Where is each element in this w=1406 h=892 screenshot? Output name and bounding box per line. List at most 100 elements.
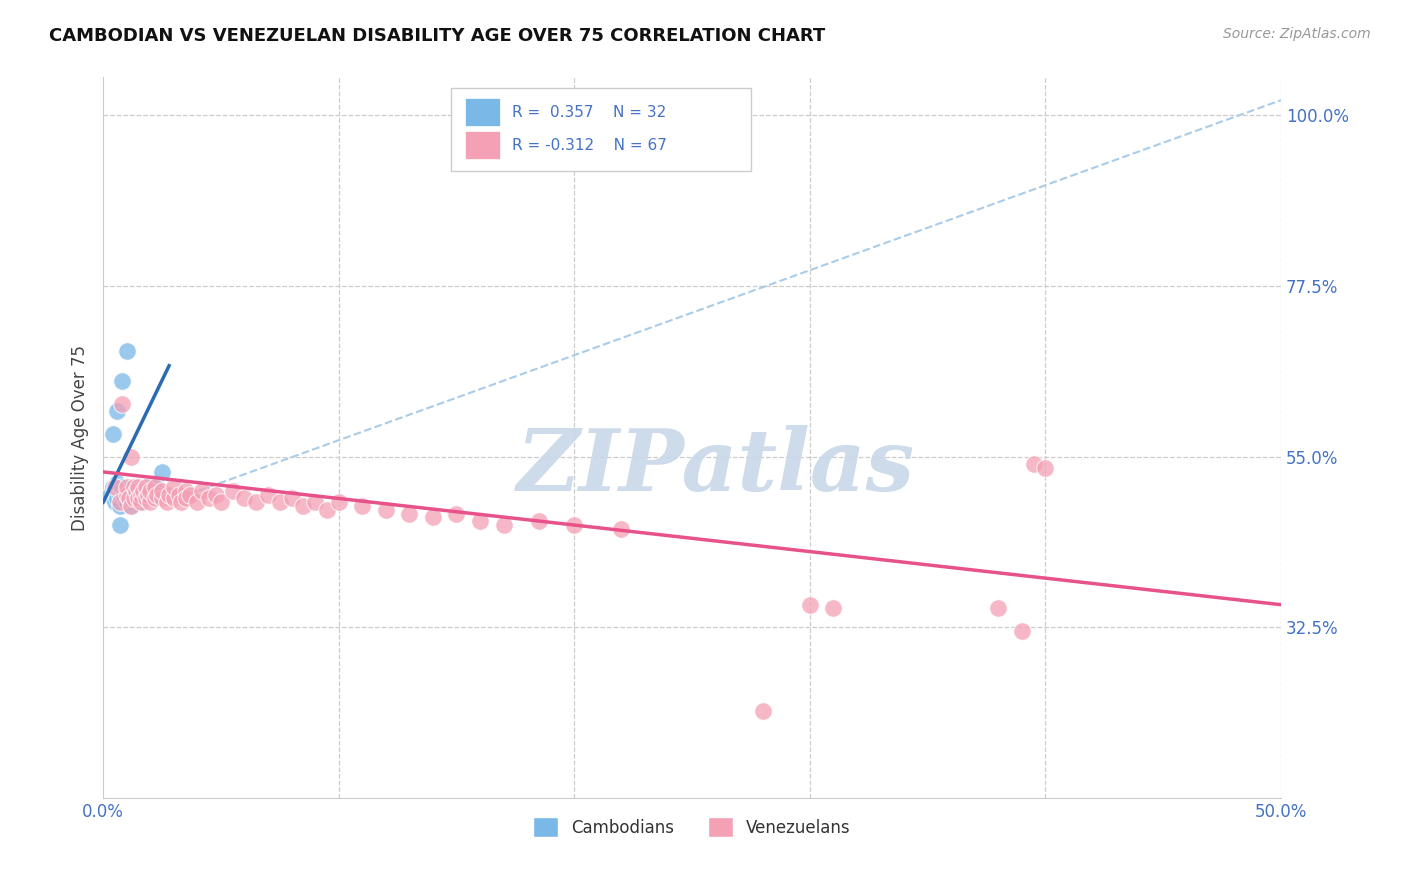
Point: [422, 510, 444, 524]
Point: [163, 480, 186, 494]
Point: [98, 488, 121, 502]
Point: [398, 507, 420, 521]
Point: [115, 480, 138, 494]
Point: [292, 499, 315, 513]
Point: [101, 427, 124, 442]
Point: [150, 465, 173, 479]
Point: [115, 488, 138, 502]
Point: [139, 495, 162, 509]
Point: [129, 488, 152, 502]
Point: [492, 518, 515, 533]
Point: [118, 491, 141, 506]
Point: [139, 483, 162, 498]
Point: [127, 491, 149, 506]
Point: [468, 514, 491, 528]
Point: [105, 491, 128, 506]
Point: [269, 495, 291, 509]
Point: [143, 476, 166, 491]
Point: [280, 491, 302, 506]
Point: [104, 480, 127, 494]
Point: [146, 488, 169, 502]
Point: [205, 488, 228, 502]
Point: [129, 488, 152, 502]
Point: [316, 503, 339, 517]
Point: [174, 483, 197, 498]
Point: [135, 480, 157, 494]
Point: [108, 499, 131, 513]
Point: [105, 404, 128, 418]
Point: [111, 483, 134, 498]
Text: ZIPatlas: ZIPatlas: [516, 425, 915, 508]
Point: [352, 499, 374, 513]
FancyBboxPatch shape: [450, 88, 751, 171]
Point: [150, 491, 173, 506]
Point: [115, 343, 138, 358]
Point: [150, 483, 173, 498]
Point: [257, 488, 280, 502]
Point: [118, 488, 141, 502]
Point: [136, 488, 159, 502]
Point: [111, 374, 134, 388]
Bar: [465, 98, 501, 126]
Point: [987, 601, 1010, 615]
Point: [174, 491, 197, 506]
Point: [304, 495, 326, 509]
Text: R = -0.312    N = 67: R = -0.312 N = 67: [512, 137, 666, 153]
Point: [104, 483, 127, 498]
Bar: [465, 131, 501, 159]
Point: [101, 480, 124, 494]
Point: [143, 480, 166, 494]
Point: [157, 488, 180, 502]
Point: [1022, 458, 1045, 472]
Point: [120, 480, 142, 494]
Point: [610, 522, 633, 536]
Point: [115, 483, 138, 498]
Point: [120, 499, 142, 513]
Point: [111, 480, 134, 494]
Point: [120, 450, 142, 464]
Point: [115, 495, 138, 509]
Point: [127, 491, 149, 506]
Point: [209, 495, 232, 509]
Point: [198, 491, 221, 506]
Point: [135, 491, 157, 506]
Point: [823, 601, 845, 615]
Point: [167, 488, 190, 502]
Point: [751, 704, 773, 718]
Point: [156, 495, 179, 509]
Point: [233, 491, 256, 506]
Point: [132, 495, 155, 509]
Point: [125, 483, 148, 498]
Text: R =  0.357    N = 32: R = 0.357 N = 32: [512, 104, 666, 120]
Y-axis label: Disability Age Over 75: Disability Age Over 75: [72, 345, 89, 531]
Point: [527, 514, 550, 528]
Point: [122, 480, 145, 494]
Point: [118, 491, 141, 506]
Point: [221, 483, 243, 498]
Point: [108, 495, 131, 509]
Point: [135, 480, 157, 494]
Point: [139, 483, 162, 498]
Point: [170, 495, 193, 509]
Text: Source: ZipAtlas.com: Source: ZipAtlas.com: [1223, 27, 1371, 41]
Point: [104, 495, 127, 509]
Point: [125, 483, 148, 498]
Point: [122, 488, 145, 502]
Point: [129, 495, 152, 509]
Point: [163, 491, 186, 506]
Point: [108, 518, 131, 533]
Point: [132, 483, 155, 498]
Point: [127, 480, 149, 494]
Point: [179, 488, 201, 502]
Point: [186, 495, 208, 509]
Point: [105, 476, 128, 491]
Point: [328, 495, 350, 509]
Point: [111, 397, 134, 411]
Point: [112, 488, 135, 502]
Point: [799, 598, 821, 612]
Text: CAMBODIAN VS VENEZUELAN DISABILITY AGE OVER 75 CORRELATION CHART: CAMBODIAN VS VENEZUELAN DISABILITY AGE O…: [49, 27, 825, 45]
Point: [562, 518, 585, 533]
Point: [1035, 461, 1057, 475]
Point: [1011, 624, 1033, 639]
Legend: Cambodians, Venezuelans: Cambodians, Venezuelans: [527, 810, 858, 844]
